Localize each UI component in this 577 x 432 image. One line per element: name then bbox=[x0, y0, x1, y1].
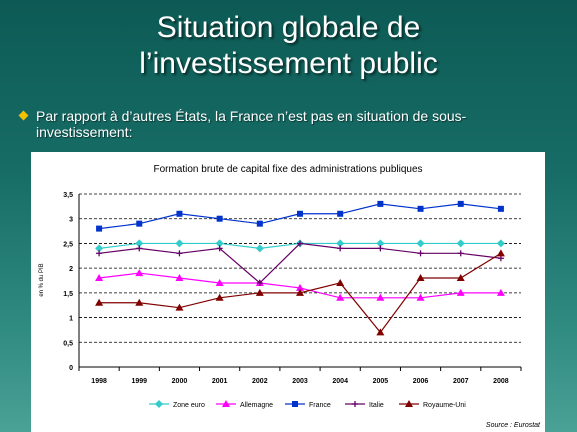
bullet-point: Par rapport à d’autres États, la France … bbox=[18, 108, 556, 140]
legend-label: Allemagne bbox=[240, 402, 273, 409]
slide-title-line-2: l’investissement public bbox=[139, 47, 438, 80]
y-tick-label: 0 bbox=[69, 365, 73, 372]
y-tick-label: 3 bbox=[69, 217, 73, 224]
data-point-france bbox=[337, 210, 344, 217]
data-point-allemagne bbox=[135, 269, 144, 277]
data-point-royaume-uni bbox=[95, 298, 104, 306]
data-point-royaume-uni bbox=[296, 288, 304, 296]
y-tick-label: 3,5 bbox=[63, 192, 73, 199]
y-tick-label: 2 bbox=[69, 266, 73, 273]
x-tick-label: 2002 bbox=[252, 378, 268, 385]
data-point-italie bbox=[377, 245, 384, 252]
data-point-zone-euro bbox=[336, 239, 345, 248]
data-point-france bbox=[417, 205, 424, 212]
data-point-zone-euro bbox=[215, 239, 224, 248]
data-point-allemagne bbox=[215, 278, 224, 286]
x-tick-label: 2000 bbox=[172, 378, 188, 385]
x-tick-label: 2001 bbox=[212, 378, 228, 385]
data-point-allemagne bbox=[376, 293, 385, 301]
legend-marker bbox=[405, 400, 413, 407]
legend-marker bbox=[292, 401, 298, 407]
data-point-royaume-uni bbox=[175, 303, 184, 311]
y-tick-label: 1,5 bbox=[63, 291, 73, 298]
legend-label: Royaume-Uni bbox=[423, 402, 466, 409]
data-point-allemagne bbox=[416, 293, 425, 301]
x-tick-label: 2004 bbox=[332, 378, 348, 385]
legend-marker bbox=[222, 400, 230, 407]
line-chart: Formation brute de capital fixe des admi… bbox=[39, 164, 541, 429]
y-tick-label: 1 bbox=[69, 316, 73, 323]
x-tick-label: 2005 bbox=[373, 378, 389, 385]
x-tick-label: 2006 bbox=[413, 378, 429, 385]
data-point-royaume-uni bbox=[135, 298, 144, 306]
data-point-italie bbox=[216, 245, 223, 252]
data-point-royaume-uni bbox=[336, 278, 345, 286]
data-point-france bbox=[377, 200, 384, 207]
data-point-zone-euro bbox=[376, 239, 385, 248]
data-point-zone-euro bbox=[496, 239, 505, 248]
legend-item-france: France bbox=[285, 401, 331, 409]
data-point-italie bbox=[417, 250, 424, 257]
x-tick-label: 2003 bbox=[292, 378, 308, 385]
data-point-italie bbox=[297, 240, 303, 247]
data-point-royaume-uni bbox=[255, 288, 264, 296]
data-point-allemagne bbox=[456, 288, 465, 296]
data-point-italie bbox=[256, 279, 263, 286]
data-point-allemagne bbox=[496, 288, 505, 296]
legend-item-royaume-uni: Royaume-Uni bbox=[399, 400, 466, 409]
data-point-royaume-uni bbox=[416, 274, 425, 282]
data-point-zone-euro bbox=[175, 239, 184, 248]
data-point-allemagne bbox=[336, 293, 345, 301]
data-point-royaume-uni bbox=[496, 249, 505, 257]
data-point-france bbox=[457, 200, 464, 207]
data-point-france bbox=[176, 210, 183, 217]
data-point-zone-euro bbox=[456, 239, 465, 248]
legend-item-allemagne: Allemagne bbox=[216, 400, 273, 409]
legend-marker bbox=[155, 400, 163, 408]
data-point-royaume-uni bbox=[215, 293, 224, 301]
data-point-france bbox=[216, 215, 223, 222]
legend-label: Zone euro bbox=[173, 402, 205, 409]
series-line-italie bbox=[99, 242, 501, 284]
legend-label: France bbox=[309, 402, 331, 409]
y-tick-label: 0,5 bbox=[63, 340, 73, 347]
chart-panel: Formation brute de capital fixe des admi… bbox=[31, 152, 545, 432]
slide-title: Situation globale de l’investissement pu… bbox=[0, 10, 577, 82]
x-tick-label: 1999 bbox=[131, 378, 147, 385]
legend-item-zone-euro: Zone euro bbox=[149, 400, 205, 409]
data-point-zone-euro bbox=[135, 239, 144, 248]
data-point-royaume-uni bbox=[376, 328, 385, 336]
source-note: Source : Eurostat bbox=[486, 422, 541, 429]
legend-item-italie: Italie bbox=[345, 401, 384, 409]
data-point-zone-euro bbox=[95, 244, 104, 253]
y-axis-label: en % du PIB bbox=[39, 263, 45, 296]
x-tick-label: 1998 bbox=[91, 378, 107, 385]
legend-label: Italie bbox=[369, 402, 384, 409]
data-point-royaume-uni bbox=[456, 274, 465, 282]
slide-title-line-1: Situation globale de bbox=[156, 11, 421, 44]
data-point-france bbox=[297, 210, 303, 217]
data-point-allemagne bbox=[175, 274, 184, 282]
y-tick-label: 2,5 bbox=[63, 241, 73, 248]
data-point-italie bbox=[136, 245, 143, 252]
x-tick-label: 2008 bbox=[493, 378, 509, 385]
data-point-zone-euro bbox=[416, 239, 425, 248]
x-tick-label: 2007 bbox=[453, 378, 469, 385]
data-point-italie bbox=[96, 250, 103, 257]
data-point-allemagne bbox=[95, 274, 104, 282]
data-point-france bbox=[497, 205, 504, 212]
data-point-italie bbox=[337, 245, 344, 252]
data-point-france bbox=[96, 225, 103, 232]
data-point-france bbox=[136, 220, 143, 227]
bullet-text: Par rapport à d’autres États, la France … bbox=[36, 108, 467, 140]
chart-title: Formation brute de capital fixe des admi… bbox=[153, 164, 422, 175]
legend-marker bbox=[352, 401, 358, 407]
data-point-zone-euro bbox=[255, 244, 264, 253]
data-point-italie bbox=[457, 250, 464, 257]
data-point-france bbox=[256, 220, 263, 227]
diamond-bullet-icon bbox=[18, 110, 29, 121]
data-point-allemagne bbox=[296, 283, 304, 291]
data-point-italie bbox=[176, 250, 183, 257]
